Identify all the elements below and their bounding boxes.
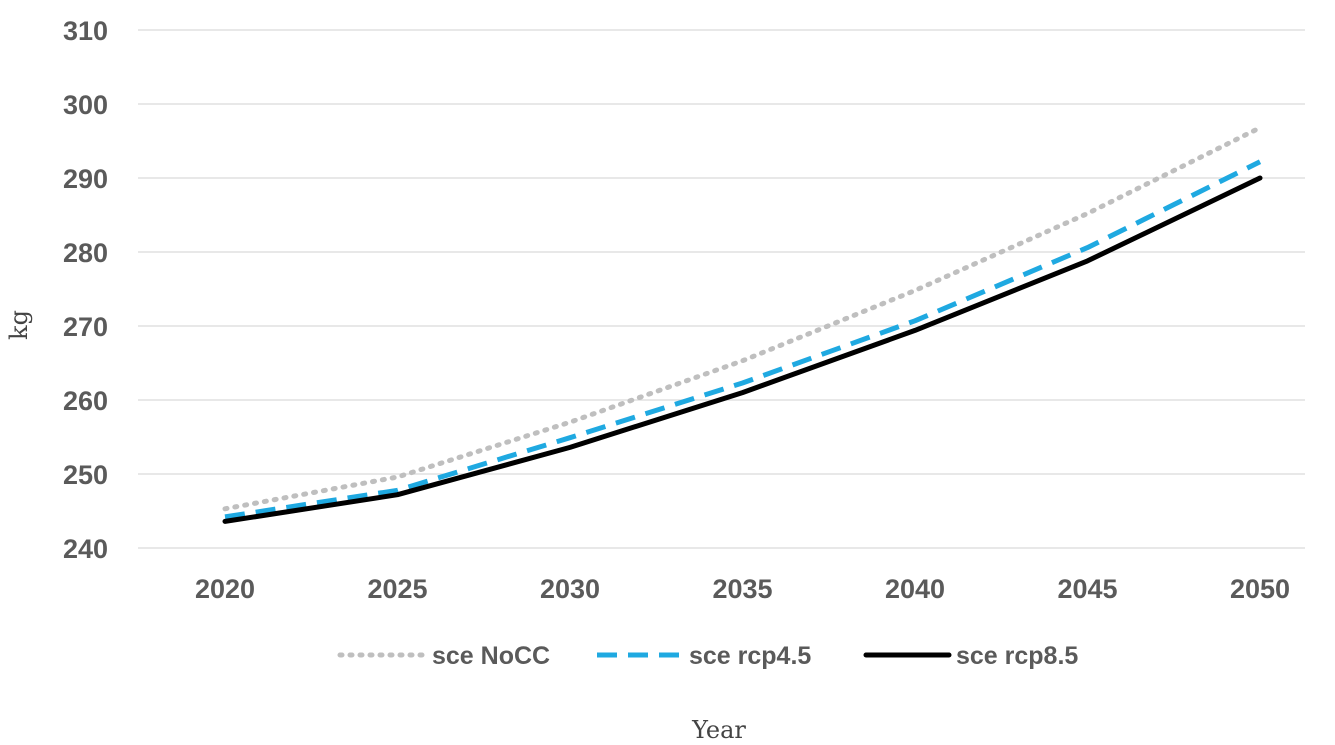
x-tick-label-2040: 2040 bbox=[885, 574, 945, 604]
x-axis-title: Year bbox=[691, 716, 746, 744]
y-tick-label-280: 280 bbox=[63, 238, 108, 268]
y-tick-label-250: 250 bbox=[63, 460, 108, 490]
x-tick-label-2030: 2030 bbox=[540, 574, 600, 604]
y-tick-label-240: 240 bbox=[63, 534, 108, 564]
legend-label-sce-nocc: sce NoCC bbox=[432, 642, 550, 670]
gridlines bbox=[138, 29, 1305, 549]
series-line-sce-rcp4-5 bbox=[224, 159, 1262, 520]
legend-label-sce-rcp8-5: sce rcp8.5 bbox=[956, 642, 1078, 670]
legend-item-sce-rcp8-5: sce rcp8.5 bbox=[863, 642, 1078, 670]
y-axis-ticks: 240 250 260 270 280 290 300 310 bbox=[63, 16, 108, 564]
y-tick-label-290: 290 bbox=[63, 164, 108, 194]
y-tick-label-270: 270 bbox=[63, 312, 108, 342]
y-axis-title: kg bbox=[5, 310, 33, 340]
legend-item-sce-nocc: sce NoCC bbox=[337, 642, 550, 670]
series-line-sce-nocc bbox=[222, 125, 1263, 512]
legend: sce NoCC sce rcp4.5 sce rcp8.5 bbox=[337, 642, 1078, 670]
y-tick-label-310: 310 bbox=[63, 16, 108, 46]
x-tick-label-2025: 2025 bbox=[367, 574, 427, 604]
x-tick-label-2050: 2050 bbox=[1230, 574, 1290, 604]
y-tick-label-300: 300 bbox=[63, 90, 108, 120]
x-tick-label-2045: 2045 bbox=[1057, 574, 1117, 604]
x-tick-label-2020: 2020 bbox=[195, 574, 255, 604]
x-tick-label-2035: 2035 bbox=[712, 574, 772, 604]
series-line-sce-rcp8-5 bbox=[222, 175, 1263, 524]
legend-item-sce-rcp4-5: sce rcp4.5 bbox=[597, 642, 811, 670]
legend-label-sce-rcp4-5: sce rcp4.5 bbox=[689, 642, 811, 670]
x-axis-ticks: 2020 2025 2030 2035 2040 2045 2050 bbox=[195, 574, 1290, 604]
y-tick-label-260: 260 bbox=[63, 386, 108, 416]
series-lines bbox=[222, 125, 1263, 524]
